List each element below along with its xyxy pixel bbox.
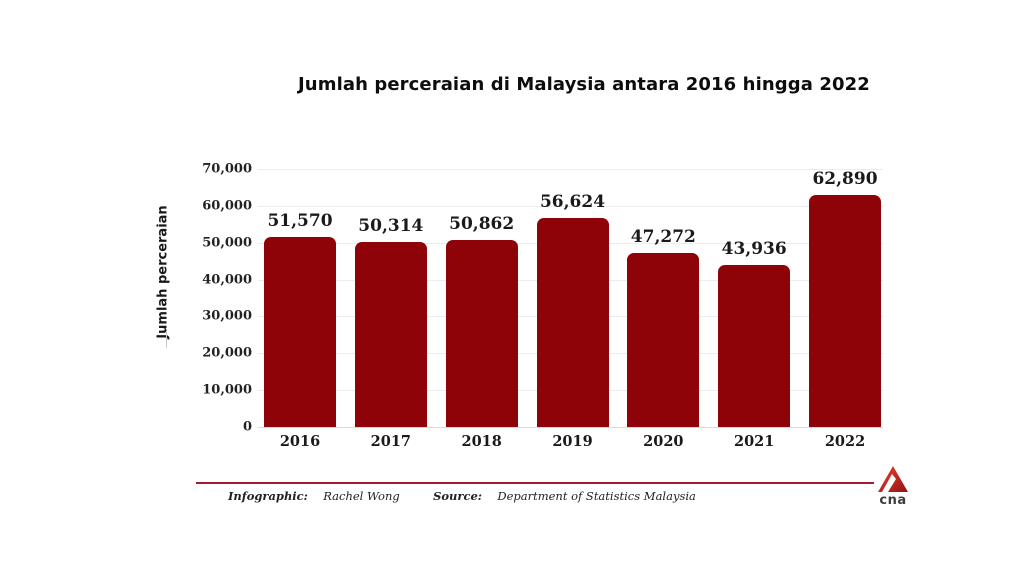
infographic-credit-value: Rachel Wong <box>323 489 400 503</box>
cna-wordmark: cna <box>879 493 907 508</box>
bar-2016 <box>264 236 336 427</box>
x-axis-tick-label: 2020 <box>643 433 684 450</box>
bar-2022 <box>809 195 881 427</box>
bar-value-label: 56,624 <box>539 192 606 213</box>
bar-value-label: 50,314 <box>358 215 424 236</box>
x-axis-tick-label: 2022 <box>824 433 866 450</box>
y-axis-tick-label: 0 <box>242 419 252 435</box>
source-label: Source: <box>433 489 483 503</box>
bar-2019 <box>536 218 609 427</box>
y-axis-tick-label: 10,000 <box>202 382 252 398</box>
bar-value-label: 62,890 <box>812 169 878 190</box>
bar-2020 <box>627 252 700 427</box>
y-axis-tick-label: 20,000 <box>202 345 252 361</box>
y-axis-tick-label: 70,000 <box>202 161 252 177</box>
x-axis-tick-label: 2021 <box>733 433 775 450</box>
bar-value-label: 43,936 <box>721 239 787 260</box>
cna-triangle-icon <box>878 466 908 492</box>
x-axis-tick-label: 2017 <box>370 433 412 450</box>
chart-title: Jumlah perceraian di Malaysia antara 201… <box>298 74 870 95</box>
source-value: Department of Statistics Malaysia <box>497 489 696 503</box>
bar-chart-plot-area: 0 10,000 20,000 30,000 40,000 50,000 60,000 70,… <box>202 162 883 450</box>
bar-2018 <box>445 239 518 427</box>
gridline <box>258 205 883 207</box>
x-axis-tick-label: 2019 <box>552 433 593 450</box>
y-axis-tick-dash <box>166 332 167 348</box>
x-axis-tick-label: 2018 <box>461 433 502 450</box>
y-axis-tick-label: 30,000 <box>202 308 252 324</box>
bar-value-label: 47,272 <box>630 226 696 247</box>
footer-credits: Infographic: Rachel Wong Source: Departm… <box>228 489 696 503</box>
bar-value-label: 50,862 <box>449 213 515 234</box>
y-axis-tick-label: 40,000 <box>202 272 252 288</box>
bar-2021 <box>718 265 791 427</box>
y-axis-tick-label: 50,000 <box>202 235 252 251</box>
x-axis-tick-label: 2016 <box>279 433 321 450</box>
y-axis-tick-label: 60,000 <box>202 198 252 214</box>
infographic-credit-label: Infographic: <box>228 489 308 503</box>
gridline <box>258 427 883 428</box>
y-axis-label: Jumlah perceraian <box>155 205 171 339</box>
bar-2017 <box>354 241 427 427</box>
cna-logo: cna <box>874 464 912 507</box>
gridline <box>258 169 883 170</box>
footer-divider-line <box>196 482 874 484</box>
bar-value-label: 51,570 <box>267 210 333 231</box>
